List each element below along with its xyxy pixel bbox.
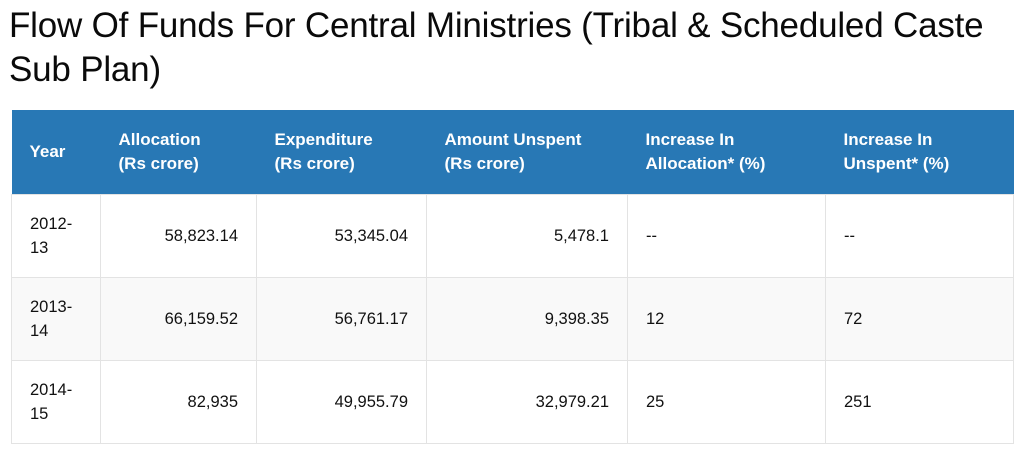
header-year: Year: [11, 110, 101, 194]
header-allocation-line1: Allocation: [118, 129, 201, 149]
header-increase-unspent: Increase In Unspent* (%): [825, 110, 1014, 194]
year-line1: 2013-: [30, 297, 73, 316]
header-inc-alloc-line1: Increase In: [645, 129, 735, 149]
cell-year: 2014- 15: [11, 359, 101, 444]
year-line2: 15: [30, 404, 49, 423]
header-amount-unspent: Amount Unspent (Rs crore): [426, 110, 628, 194]
cell-increase-unspent: --: [825, 193, 1014, 278]
cell-increase-allocation: 12: [627, 276, 826, 361]
header-expenditure-line2: (Rs crore): [274, 153, 355, 173]
year-line1: 2014-: [30, 380, 73, 399]
year-line2: 13: [30, 238, 49, 257]
header-inc-alloc-line2: Allocation* (%): [645, 153, 766, 173]
cell-unspent: 9,398.35: [426, 276, 628, 361]
cell-allocation: 66,159.52: [100, 276, 257, 361]
table-header-row: Year Allocation (Rs crore) Expenditure (…: [11, 110, 1014, 194]
header-expenditure-line1: Expenditure: [274, 129, 373, 149]
header-allocation-line2: (Rs crore): [118, 153, 199, 173]
page-title: Flow Of Funds For Central Ministries (Tr…: [9, 6, 984, 89]
header-expenditure: Expenditure (Rs crore): [256, 110, 427, 194]
year-line1: 2012-: [30, 214, 73, 233]
table-row: 2013- 14 66,159.52 56,761.17 9,398.35 12…: [11, 276, 1014, 361]
header-increase-allocation: Increase In Allocation* (%): [627, 110, 826, 194]
header-unspent-line1: Amount Unspent: [444, 129, 582, 149]
table-row: 2014- 15 82,935 49,955.79 32,979.21 25 2…: [11, 359, 1014, 444]
year-line2: 14: [30, 321, 49, 340]
header-inc-unspent-line1: Increase In: [843, 129, 933, 149]
cell-year: 2012- 13: [11, 193, 101, 278]
cell-unspent: 5,478.1: [426, 193, 628, 278]
cell-allocation: 82,935: [100, 359, 257, 444]
header-allocation: Allocation (Rs crore): [100, 110, 257, 194]
cell-increase-allocation: --: [627, 193, 826, 278]
header-unspent-line2: (Rs crore): [444, 153, 525, 173]
header-year-label: Year: [29, 141, 66, 161]
cell-unspent: 32,979.21: [426, 359, 628, 444]
header-inc-unspent-line2: Unspent* (%): [843, 153, 950, 173]
table-row: 2012- 13 58,823.14 53,345.04 5,478.1 -- …: [11, 193, 1014, 278]
funds-table: Year Allocation (Rs crore) Expenditure (…: [11, 110, 1014, 444]
cell-increase-allocation: 25: [627, 359, 826, 444]
cell-allocation: 58,823.14: [100, 193, 257, 278]
cell-expenditure: 49,955.79: [256, 359, 427, 444]
cell-increase-unspent: 251: [825, 359, 1014, 444]
cell-expenditure: 56,761.17: [256, 276, 427, 361]
cell-year: 2013- 14: [11, 276, 101, 361]
cell-increase-unspent: 72: [825, 276, 1014, 361]
cell-expenditure: 53,345.04: [256, 193, 427, 278]
